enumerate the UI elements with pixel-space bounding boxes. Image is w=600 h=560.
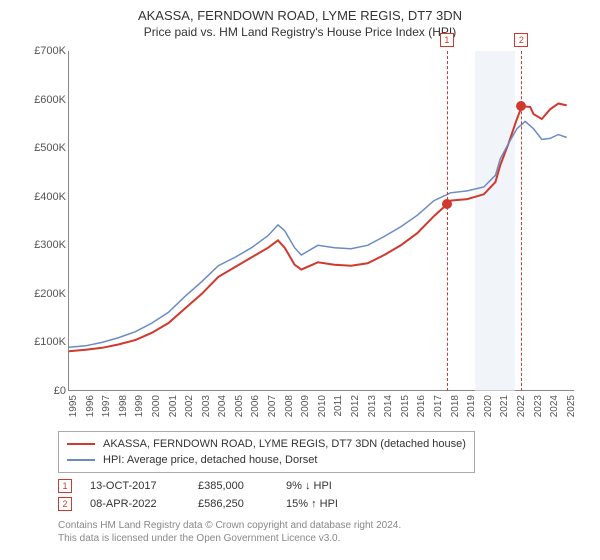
credits: Contains HM Land Registry data © Crown c…	[58, 519, 590, 545]
y-axis-tick: £100K	[34, 336, 66, 348]
marker-dot	[516, 101, 526, 111]
plot-region: 12	[68, 51, 574, 391]
series-line	[69, 104, 567, 352]
legend-item: HPI: Average price, detached house, Dors…	[67, 452, 466, 468]
footnotes: 1 13-OCT-2017 £385,000 9% ↓ HPI 2 08-APR-2022…	[58, 479, 590, 511]
footnote-num-box: 1	[58, 479, 72, 493]
legend-item: AKASSA, FERNDOWN ROAD, LYME REGIS, DT7 3…	[67, 436, 466, 452]
marker-dot	[442, 199, 452, 209]
footnote-num-box: 2	[58, 497, 72, 511]
y-axis-tick: £700K	[34, 45, 66, 57]
reference-label-box: 1	[440, 33, 454, 47]
footnote-date: 13-OCT-2017	[90, 480, 180, 492]
footnote-date: 08-APR-2022	[90, 498, 180, 510]
chart-title: AKASSA, FERNDOWN ROAD, LYME REGIS, DT7 3…	[10, 8, 590, 23]
legend-swatch	[67, 443, 95, 445]
reference-line	[447, 51, 448, 391]
legend-swatch	[67, 459, 95, 461]
line-svg	[69, 51, 575, 391]
y-axis-tick: £200K	[34, 288, 66, 300]
y-axis-tick: £0	[54, 385, 66, 397]
legend-label: AKASSA, FERNDOWN ROAD, LYME REGIS, DT7 3…	[103, 436, 466, 452]
y-axis-tick: £500K	[34, 142, 66, 154]
reference-label-box: 2	[514, 33, 528, 47]
y-axis-tick: £400K	[34, 191, 66, 203]
footnote-pct: 9% ↓ HPI	[286, 480, 376, 492]
credits-line1: Contains HM Land Registry data © Crown c…	[58, 519, 590, 532]
credits-line2: This data is licensed under the Open Gov…	[58, 532, 590, 545]
footnote-row: 1 13-OCT-2017 £385,000 9% ↓ HPI	[58, 479, 590, 493]
chart-container: AKASSA, FERNDOWN ROAD, LYME REGIS, DT7 3…	[0, 0, 600, 560]
chart-subtitle: Price paid vs. HM Land Registry's House …	[10, 25, 590, 39]
footnote-pct: 15% ↑ HPI	[286, 498, 376, 510]
y-axis-tick: £300K	[34, 239, 66, 251]
series-line	[69, 121, 567, 347]
footnote-price: £586,250	[198, 498, 268, 510]
footnote-price: £385,000	[198, 480, 268, 492]
legend-label: HPI: Average price, detached house, Dors…	[103, 452, 317, 468]
y-axis-tick: £600K	[34, 94, 66, 106]
chart-area: 12 £0 £100K £200K £300K £400K £500K £600K £700K…	[20, 47, 580, 427]
footnote-row: 2 08-APR-2022 £586,250 15% ↑ HPI	[58, 497, 590, 511]
legend: AKASSA, FERNDOWN ROAD, LYME REGIS, DT7 3…	[58, 431, 475, 473]
